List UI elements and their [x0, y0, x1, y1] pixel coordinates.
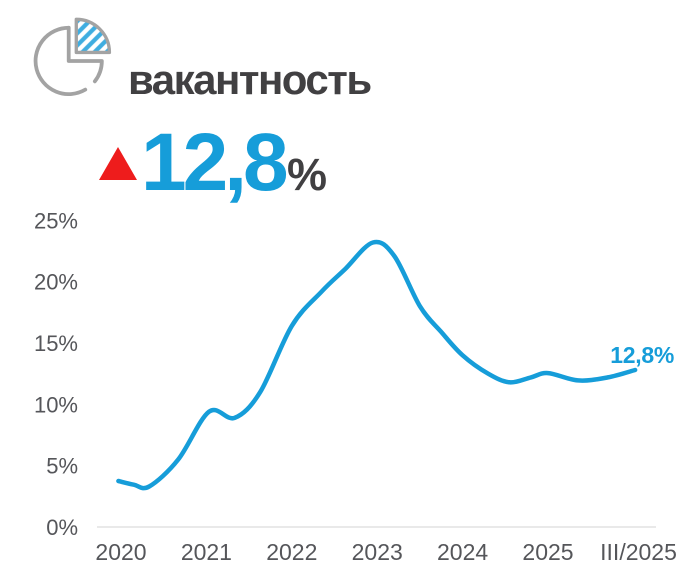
- y-tick-label: 10%: [34, 392, 78, 417]
- y-tick-label: 15%: [34, 331, 78, 356]
- x-tick-label: 2023: [352, 539, 403, 565]
- increase-triangle-icon: [99, 147, 137, 180]
- x-tick-label: 2024: [437, 539, 488, 565]
- x-tick-label: 2020: [95, 539, 146, 565]
- y-tick-label: 0%: [46, 515, 78, 540]
- x-tick-label: 2025: [522, 539, 573, 565]
- x-tick-label: 2021: [181, 539, 232, 565]
- vacancy-line-series: [116, 239, 638, 491]
- pie-chart-icon: [33, 17, 112, 96]
- pie-hatched-slice: [74, 17, 112, 55]
- x-tick-label: III/2025: [600, 539, 677, 565]
- vacancy-trend-chart: 0% 5% 10% 15% 20% 25% 2020 2021 2022 2023 2024 2025…: [34, 208, 677, 565]
- pie-body-arc: [33, 25, 88, 96]
- kpi-unit: %: [287, 149, 328, 200]
- kpi-value: 12,8: [141, 117, 289, 208]
- y-tick-label: 25%: [34, 208, 78, 233]
- x-tick-label: 2022: [266, 539, 317, 565]
- y-tick-label: 5%: [46, 454, 78, 479]
- line-end-value-label: 12,8%: [610, 342, 674, 368]
- pie-body-radii: [66, 25, 104, 84]
- y-tick-label: 20%: [34, 270, 78, 295]
- page-title: вакантность: [128, 56, 372, 103]
